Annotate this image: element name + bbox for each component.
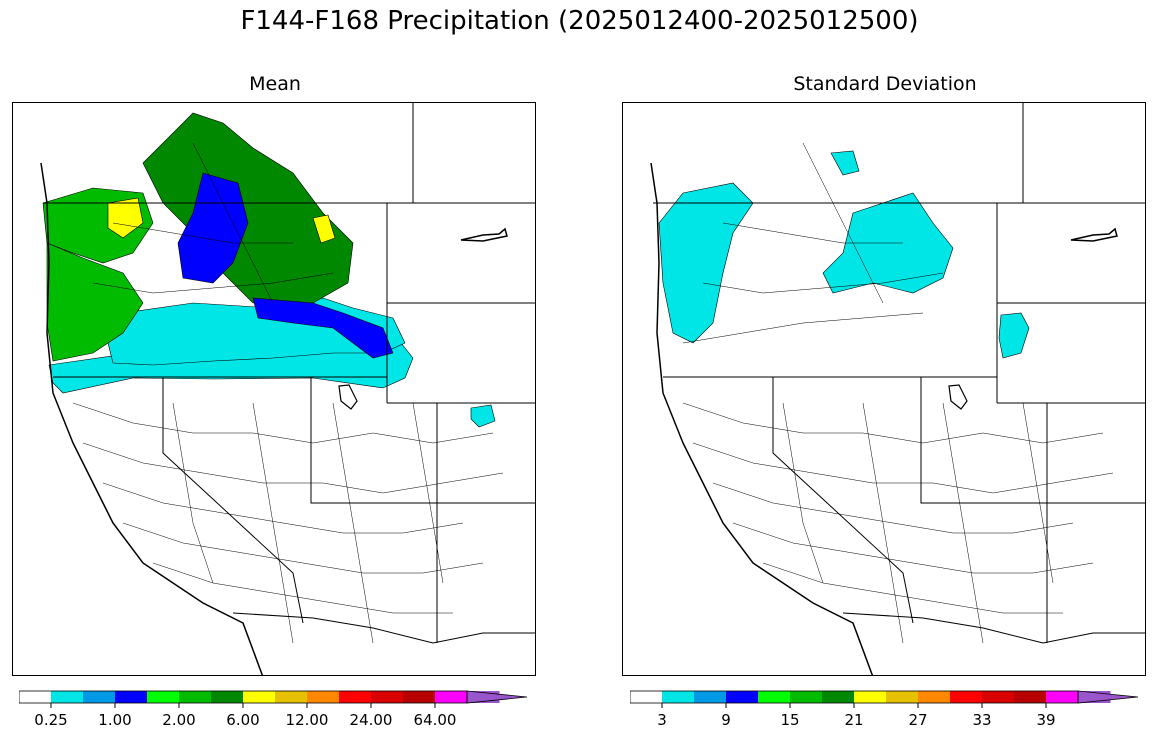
colorbar-swatch (179, 691, 212, 703)
region-central-washington (177, 172, 249, 284)
colorbar-swatch (435, 691, 468, 703)
colorbar-swatch (758, 691, 791, 703)
pacific-coastline (650, 162, 874, 675)
map-panel-mean (12, 102, 536, 676)
colorbar-swatch (886, 691, 919, 703)
colorbar-tick-label: 0.25 (34, 711, 68, 729)
region-east-oregon-blue (252, 297, 394, 359)
colorbar-swatch (822, 691, 855, 703)
colorbar-swatch (307, 691, 340, 703)
colorbar-tick-label: 64.00 (413, 711, 457, 729)
colorbar-tick-label: 33 (972, 711, 992, 729)
colorbar-swatch (243, 691, 276, 703)
colorbar-swatch (950, 691, 983, 703)
pacific-coastline (40, 162, 264, 675)
great-salt-lake (948, 384, 968, 410)
colorbar-swatch (19, 691, 52, 703)
lake-mcdonald-outline (460, 227, 508, 242)
colorbar-tick-label: 39 (1036, 711, 1056, 729)
basin-boundaries (72, 142, 504, 644)
state-boundaries (653, 103, 1145, 644)
colorbar-swatch (339, 691, 372, 703)
region-washington-coast-std (658, 182, 754, 344)
map-mean-svg (40, 103, 535, 675)
colorbar-swatch (982, 691, 1015, 703)
std-regions (658, 150, 1030, 359)
colorbar-swatch (275, 691, 308, 703)
land-area (651, 103, 1145, 675)
colorbar-swatch (630, 691, 663, 703)
lake-mcdonald-outline (1070, 227, 1118, 242)
figure-title: F144-F168 Precipitation (2025012400-2025… (240, 6, 919, 36)
colorbar-mean (19, 690, 528, 708)
colorbar-swatch (1014, 691, 1047, 703)
colorbar-swatch (918, 691, 951, 703)
region-oregon-coast-cascades (46, 242, 144, 362)
colorbar-tick-label: 6.00 (226, 711, 260, 729)
colorbar-tick-label: 2.00 (162, 711, 196, 729)
colorbar-swatch (694, 691, 727, 703)
land-area (41, 103, 535, 675)
colorbar-swatch (115, 691, 148, 703)
map-std-svg (650, 103, 1145, 675)
colorbar-tick-label: 27 (908, 711, 928, 729)
colorbar-swatch (403, 691, 436, 703)
region-colorado-spot (470, 404, 496, 428)
colorbar-swatch (662, 691, 695, 703)
colorbar-swatch (1046, 691, 1079, 703)
colorbar-tick-label: 15 (780, 711, 800, 729)
state-boundaries (43, 103, 535, 644)
panel-title-mean: Mean (249, 73, 301, 95)
colorbar-swatch (790, 691, 823, 703)
map-panel-std (622, 102, 1146, 676)
colorbar-tick-label: 12.00 (285, 711, 329, 729)
region-puget-yellow (107, 197, 144, 239)
colorbar-swatch (371, 691, 404, 703)
precip-regions (42, 112, 496, 428)
colorbar-tick-label: 21 (844, 711, 864, 729)
colorbar-tick-label: 3 (657, 711, 667, 729)
great-salt-lake (338, 384, 358, 410)
region-bc-std-spot (830, 150, 860, 176)
colorbar-swatch (854, 691, 887, 703)
colorbar-tick-label: 9 (721, 711, 731, 729)
colorbar-swatch (726, 691, 759, 703)
colorbar-std (630, 690, 1139, 708)
colorbar-tick-label: 1.00 (98, 711, 132, 729)
region-sw-montana-std (998, 312, 1030, 359)
colorbar-swatch (147, 691, 180, 703)
colorbar-tick-label: 24.00 (349, 711, 393, 729)
colorbar-swatch (51, 691, 84, 703)
colorbar-swatch (211, 691, 244, 703)
panel-title-std: Standard Deviation (793, 73, 977, 95)
region-idaho-yellow (312, 214, 336, 244)
basin-boundaries (682, 142, 1114, 644)
colorbar-swatch (83, 691, 116, 703)
